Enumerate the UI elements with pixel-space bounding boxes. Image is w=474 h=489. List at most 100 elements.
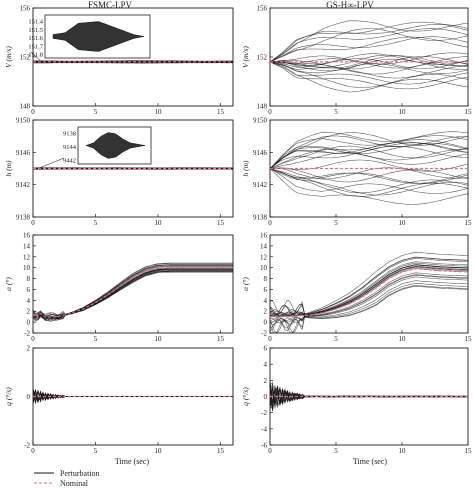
inset-tick-label: 9442 (63, 158, 76, 165)
perturbation-line (270, 388, 468, 411)
perturbation-line (270, 58, 468, 69)
perturbation-line (270, 61, 468, 75)
perturbation-line (270, 56, 468, 70)
xlabel-gs: Time (sec) (353, 457, 387, 466)
nominal-line (33, 267, 233, 319)
y-tick-label: 156 (257, 5, 268, 13)
plot-frame (269, 7, 469, 107)
perturbation-line (270, 380, 468, 404)
perturbation-line (270, 28, 468, 63)
y-tick-label: 9142 (253, 181, 268, 189)
perturbation-line (270, 61, 468, 74)
y-tick-label: 9146 (16, 149, 31, 157)
inset-tick-label: 151.4 (28, 19, 43, 26)
y-tick-label: 12 (23, 253, 31, 261)
x-tick-label: 5 (94, 219, 98, 227)
x-tick-label: 10 (155, 219, 163, 227)
x-tick-label: 10 (399, 108, 407, 116)
perturbation-line (270, 280, 468, 329)
perturbation-runs (270, 20, 468, 93)
perturbation-runs (33, 262, 233, 322)
perturbation-line (270, 168, 468, 194)
perturbation-line (270, 20, 468, 63)
y-tick-label: 8 (27, 275, 31, 283)
y-axis-label: h (m) (4, 160, 13, 177)
y-tick-label: 9138 (16, 214, 31, 222)
perturbation-line (270, 168, 468, 197)
x-tick-label: 0 (268, 335, 272, 343)
inset-tick-label: 151.6 (28, 35, 43, 42)
legend-nominal-label: Nominal (60, 479, 89, 488)
perturbation-line (270, 61, 468, 79)
inset-tick-label: 151.7 (28, 43, 43, 50)
y-tick-label: -2 (261, 330, 267, 338)
perturbation-line (270, 135, 468, 169)
perturbation-line (270, 388, 468, 411)
perturbation-line (270, 168, 468, 205)
inset-envelope (85, 132, 146, 159)
y-tick-label: 2 (27, 345, 31, 353)
x-tick-label: 5 (94, 447, 98, 455)
x-tick-label: 15 (217, 447, 225, 455)
perturbation-line (270, 36, 468, 63)
x-tick-label: 0 (268, 108, 272, 116)
x-tick-label: 15 (465, 447, 473, 455)
perturbation-line (270, 61, 468, 88)
plot-frame (32, 234, 234, 334)
perturbation-line (270, 132, 468, 169)
perturbation-line (270, 276, 468, 325)
x-tick-label: 0 (31, 219, 35, 227)
plot-frame (269, 234, 469, 334)
perturbation-line (270, 145, 468, 169)
perturbation-runs (270, 380, 468, 411)
panel-q-GS: 0 5 10 15 -6 -4 -2 0 2 4 6 q (°/s) (241, 345, 472, 456)
x-tick-label: 0 (31, 335, 35, 343)
perturbation-line (270, 61, 468, 93)
y-tick-label: 9150 (16, 117, 31, 125)
y-tick-label: 6 (264, 286, 268, 294)
x-tick-label: 5 (334, 335, 338, 343)
x-tick-label: 5 (334, 447, 338, 455)
y-tick-label: 9150 (253, 117, 268, 125)
nominal-line (270, 268, 468, 318)
perturbation-line (270, 168, 468, 194)
perturbation-line (270, 58, 468, 72)
perturbation-line (270, 167, 468, 180)
y-tick-label: 8 (264, 275, 268, 283)
x-tick-label: 15 (465, 219, 473, 227)
perturbation-line (270, 61, 468, 90)
x-tick-label: 15 (465, 108, 473, 116)
x-tick-label: 15 (465, 335, 473, 343)
perturbation-line (270, 283, 468, 332)
x-tick-label: 10 (399, 219, 407, 227)
perturbation-runs (33, 388, 233, 405)
perturbation-line (270, 53, 468, 66)
y-tick-label: 152 (257, 54, 268, 62)
perturbation-line (270, 52, 468, 65)
x-tick-label: 15 (217, 219, 225, 227)
perturbation-line (270, 139, 468, 169)
x-tick-label: 5 (334, 108, 338, 116)
perturbation-line (270, 21, 468, 63)
perturbation-line (270, 131, 468, 169)
x-tick-label: 10 (155, 108, 163, 116)
perturbation-line (270, 268, 468, 317)
panel-h-GS: 0 5 10 15 9138 9142 9146 9150 h (m) (241, 117, 472, 228)
y-tick-label: 2 (264, 377, 268, 385)
perturbation-line (270, 256, 468, 315)
perturbation-line (270, 285, 468, 333)
perturbation-line (33, 270, 233, 322)
perturbation-line (270, 28, 468, 63)
y-axis-label: α (°) (4, 277, 13, 291)
title-gs: GS-H∞-LPV (326, 0, 374, 10)
y-axis-label: V (m/s) (241, 46, 250, 68)
title-fsmc: FSMC-LPV (88, 0, 133, 10)
y-tick-label: -2 (24, 442, 30, 450)
y-tick-label: -4 (261, 425, 267, 433)
y-tick-label: 12 (260, 253, 268, 261)
x-tick-label: 5 (334, 219, 338, 227)
